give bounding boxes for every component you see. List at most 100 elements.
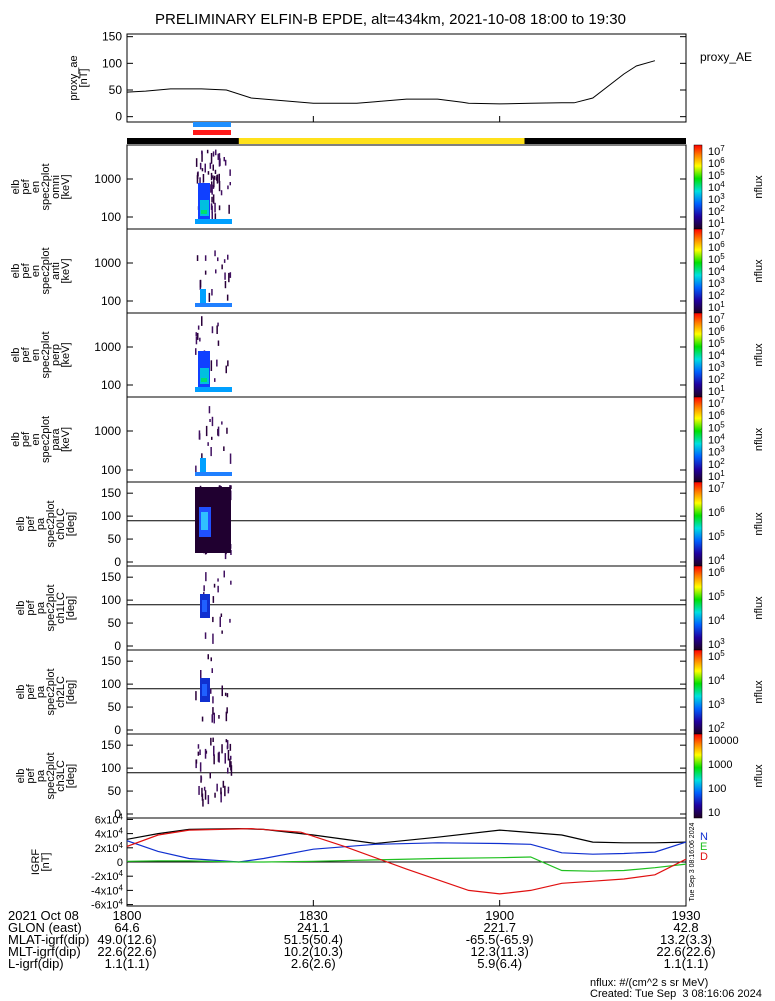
- omni-cell: [202, 174, 205, 183]
- omni-cell: [214, 169, 217, 174]
- proxy-ae-legend: proxy_AE: [700, 50, 753, 64]
- ch1LC-ylabel-line: pa: [35, 601, 47, 614]
- proxy-ae-ytick-label: 0: [115, 110, 122, 124]
- ch0LC-cbar-label: nflux: [753, 512, 765, 536]
- omni-cell: [214, 202, 216, 213]
- anti-cell: [208, 292, 211, 302]
- perp-cell: [197, 332, 199, 340]
- perp-cell: [216, 359, 218, 367]
- ch3LC-colorbar-tick: 10: [708, 807, 720, 819]
- ch1LC-colorbar-tick: 104: [708, 613, 725, 627]
- ch0LC-ytick-label: 0: [114, 555, 121, 569]
- omni-cell: [223, 157, 225, 162]
- anti-ylabel-line: pef: [20, 262, 32, 278]
- para-cell: [221, 421, 223, 425]
- ephemeris-value: 1800: [113, 908, 142, 923]
- omni-cell: [211, 181, 213, 185]
- ch2LC-cell: [226, 707, 228, 714]
- perp-colorbar-tick: 102: [708, 372, 725, 386]
- ch3LC-colorbar-tick: 10000: [708, 735, 739, 747]
- proxy-ae-frame: [126, 33, 687, 123]
- ch3LC-ylabel-line: pa: [35, 769, 47, 782]
- ch3LC-ytick-label: 0: [114, 807, 121, 821]
- proxy-ae-ylabel: proxy_ae[nT]: [68, 55, 90, 100]
- anti-colorbar-tick: 102: [708, 288, 725, 302]
- perp-cell: [217, 340, 220, 346]
- ch1LC-cell: [221, 630, 223, 634]
- ch3LC-cell: [224, 785, 226, 797]
- omni-cell: [224, 159, 227, 166]
- anti-cell: [226, 294, 229, 301]
- para-ytick-label: 1000: [94, 424, 121, 438]
- ch0LC-colorbar-tick: 106: [708, 505, 725, 519]
- anti-ylabel-line: elb: [10, 264, 22, 279]
- omni-ylabel-line: en: [30, 181, 42, 193]
- igrf-ylabel-line: IGRF: [30, 849, 42, 876]
- omni-cell: [211, 184, 213, 195]
- ephemeris-row-label: L-igrf(dip): [8, 956, 64, 971]
- proxy-ae-ytick-label: 50: [109, 83, 123, 97]
- ch3LC-cell: [205, 750, 208, 754]
- perp-cell: [225, 365, 227, 374]
- ephemeris-value: 22.6(22.6): [97, 944, 156, 959]
- ch2LC-colorbar: [693, 649, 703, 735]
- ch0LC-ylabel-line: pef: [25, 515, 37, 531]
- omni-cell: [195, 158, 198, 167]
- ch3LC-cell: [218, 751, 220, 763]
- ch1LC-cell: [204, 632, 207, 639]
- omni-ylabel-line: pef: [20, 178, 32, 194]
- perp-cell: [214, 378, 216, 382]
- perp-cell: [217, 322, 219, 327]
- anti-ytick-label: 100: [101, 294, 121, 308]
- anti-cell: [224, 281, 227, 289]
- omni-cell: [212, 164, 214, 171]
- ch1LC-cell: [212, 633, 214, 644]
- para-cell: [208, 406, 211, 414]
- ch3LC-cell: [214, 792, 216, 798]
- ch0LC-ytick-label: 100: [101, 509, 121, 523]
- para-cell: [229, 453, 232, 464]
- ch3LC-cell: [226, 740, 229, 749]
- ch1LC-frame: [126, 565, 687, 651]
- anti-cell: [204, 270, 207, 275]
- ch3LC-cell: [227, 786, 230, 791]
- ch3LC-cell: [230, 755, 232, 760]
- omni-cell: [218, 153, 221, 161]
- ch1LC-ylabel-line: [deg]: [65, 596, 77, 620]
- anti-colorbar-tick: 106: [708, 240, 725, 254]
- omni-cell: [214, 213, 217, 222]
- omni-cell: [210, 184, 212, 193]
- ch2LC-cell: [212, 696, 214, 704]
- perp-ytick-label: 100: [101, 378, 121, 392]
- page-title: PRELIMINARY ELFIN-B EPDE, alt=434km, 202…: [155, 11, 626, 28]
- ch2LC-cell: [201, 716, 204, 722]
- ch2LC-ytick-label: 150: [101, 654, 121, 668]
- igrf-ylabel: IGRF[nT]: [30, 849, 52, 876]
- ch3LC-cell: [227, 789, 230, 794]
- proxy-ae-line: [126, 60, 656, 105]
- ch2LC-ylabel-line: spec2plot: [45, 668, 57, 715]
- omni-cell: [211, 196, 213, 203]
- perp-ylabel-line: elb: [10, 348, 22, 363]
- ch0LC-colorbar-tick: 105: [708, 529, 725, 543]
- ephemeris-row-label: GLON (east): [8, 920, 82, 935]
- ch1LC-ylabel-line: spec2plot: [45, 584, 57, 631]
- ch3LC-cell: [225, 739, 228, 743]
- omni-cell: [211, 205, 213, 214]
- para-cell: [211, 416, 214, 427]
- perp-ylabel-line: perp: [50, 344, 62, 366]
- perp-cell: [197, 325, 200, 330]
- ch3LC-cell: [207, 795, 210, 805]
- perp-cell: [211, 326, 214, 334]
- ch1LC-ylabel-line: ch1LC: [55, 592, 67, 624]
- omni-cell: [229, 169, 231, 176]
- ch3LC-colorbar-tick: 100: [708, 783, 726, 795]
- para-cell: [200, 458, 206, 472]
- ch1LC-cell: [217, 578, 219, 582]
- omni-cell: [199, 162, 202, 170]
- ch3LC-colorbar: [693, 733, 703, 819]
- perp-ylabel-line: pef: [20, 346, 32, 362]
